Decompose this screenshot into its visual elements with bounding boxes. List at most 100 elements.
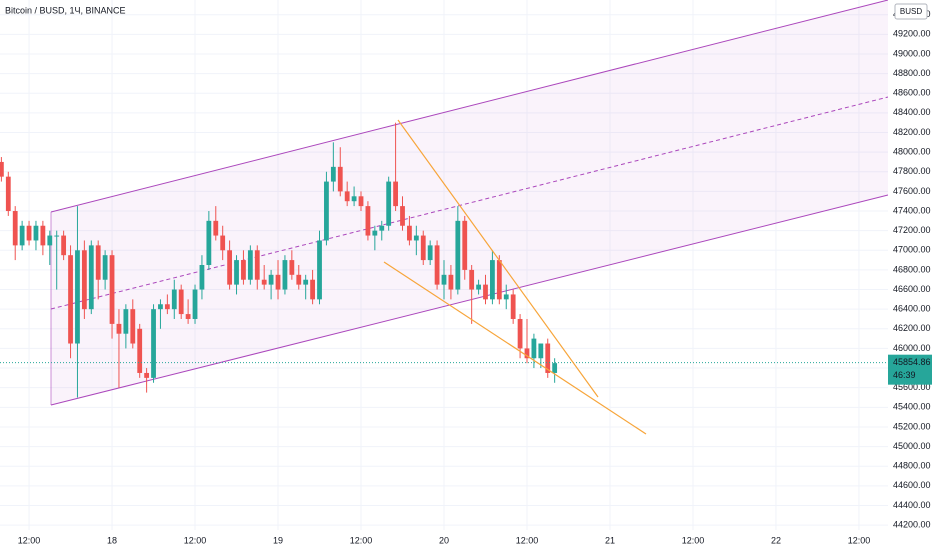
candle-body	[234, 260, 239, 285]
wedge-lower	[383, 261, 647, 435]
y-tick-label: 48800.00	[893, 68, 931, 78]
candle-body	[524, 348, 530, 359]
candle-body	[144, 372, 150, 378]
candle-body	[538, 343, 544, 359]
candle-body	[545, 343, 551, 373]
candle-body	[81, 250, 87, 310]
candle-body	[365, 206, 371, 236]
candle-body	[282, 260, 288, 290]
candle-body	[351, 196, 357, 202]
candle-body	[490, 260, 495, 300]
candle-body	[171, 289, 177, 310]
candle-body	[400, 206, 405, 226]
channel-fill	[51, 0, 888, 405]
last-price-label: 45854.86	[893, 357, 931, 367]
candle-body	[455, 220, 461, 290]
candle-body	[0, 161, 4, 177]
candle-body	[476, 284, 481, 290]
candle-body	[68, 255, 73, 344]
time-axis	[0, 530, 932, 550]
candle-body	[54, 235, 60, 237]
candle-body	[393, 181, 398, 207]
channel-lower	[50, 194, 889, 406]
candle-body	[254, 250, 260, 280]
candle-body	[330, 166, 336, 182]
candle-body	[407, 225, 412, 241]
candle-body	[503, 294, 509, 300]
y-tick-label: 48200.00	[893, 127, 931, 137]
candle-body	[61, 235, 67, 256]
candle-body	[496, 260, 502, 300]
x-tick-label: 12:00	[18, 535, 41, 545]
candle-body	[344, 191, 350, 202]
candle-body	[434, 245, 440, 285]
wedge-upper	[397, 119, 599, 398]
candle-body	[531, 338, 537, 359]
candle-body	[19, 225, 25, 246]
candle-body	[469, 269, 475, 290]
candle-body	[462, 220, 468, 270]
y-tick-label: 45400.00	[893, 402, 931, 412]
x-tick-label: 18	[107, 535, 117, 545]
channel-mid	[50, 96, 889, 310]
y-tick-label: 44400.00	[893, 500, 931, 510]
candle-body	[158, 304, 163, 310]
currency-box[interactable]	[894, 3, 928, 20]
y-tick-label: 48400.00	[893, 107, 931, 117]
candle-body	[448, 274, 454, 290]
y-tick-label: 44600.00	[893, 480, 931, 490]
y-tick-label: 47600.00	[893, 186, 931, 196]
candle-body	[130, 309, 136, 344]
candle-body	[95, 245, 101, 280]
candle-body	[241, 260, 246, 280]
candle-body	[310, 279, 315, 300]
candle-body	[517, 318, 523, 349]
candle-body	[164, 304, 170, 310]
candle-body	[337, 166, 343, 192]
candle-body	[213, 220, 219, 236]
x-tick-label: 12:00	[682, 535, 705, 545]
candle-body	[12, 211, 18, 246]
y-tick-label: 44200.00	[893, 519, 931, 529]
y-tick-label: 45000.00	[893, 441, 931, 451]
candle-body	[47, 235, 53, 246]
x-tick-label: 12:00	[516, 535, 539, 545]
candle-body	[102, 255, 108, 280]
candle-body	[33, 225, 39, 241]
x-tick-label: 20	[439, 535, 449, 545]
currency-label: BUSD	[900, 7, 922, 16]
candle-body	[185, 314, 191, 319]
price-axis	[888, 0, 932, 550]
channel-upper	[50, 0, 889, 213]
y-tick-label: 46000.00	[893, 343, 931, 353]
candle-body	[192, 289, 198, 319]
candle-body	[324, 181, 329, 241]
chart-title: Bitcoin / BUSD, 1Ч, BINANCE	[5, 5, 126, 15]
y-tick-label: 47200.00	[893, 225, 931, 235]
candle-body	[220, 235, 226, 251]
candle-body	[275, 274, 281, 290]
candle-body	[199, 265, 205, 290]
y-tick-label: 47400.00	[893, 205, 931, 215]
candle-body	[441, 274, 447, 285]
candle-body	[317, 240, 322, 300]
axes: 44200.00 44400.00 44600.00 44800.00 45000.00…	[18, 9, 932, 545]
candle-body	[296, 274, 302, 285]
x-tick-label: 12:00	[184, 535, 207, 545]
candle-body	[386, 181, 392, 226]
y-tick-label: 44800.00	[893, 461, 931, 471]
y-tick-label: 47800.00	[893, 166, 931, 176]
candle-body	[372, 230, 378, 236]
candle-body	[123, 309, 129, 334]
candle-body	[427, 245, 433, 261]
y-tick-label: 45600.00	[893, 382, 931, 392]
candle-body	[358, 196, 364, 207]
y-tick-label: 46200.00	[893, 323, 931, 333]
candle-body	[247, 250, 253, 280]
candle-body	[26, 225, 32, 241]
last-price-box	[888, 354, 932, 385]
y-tick-label: 45200.00	[893, 421, 931, 431]
